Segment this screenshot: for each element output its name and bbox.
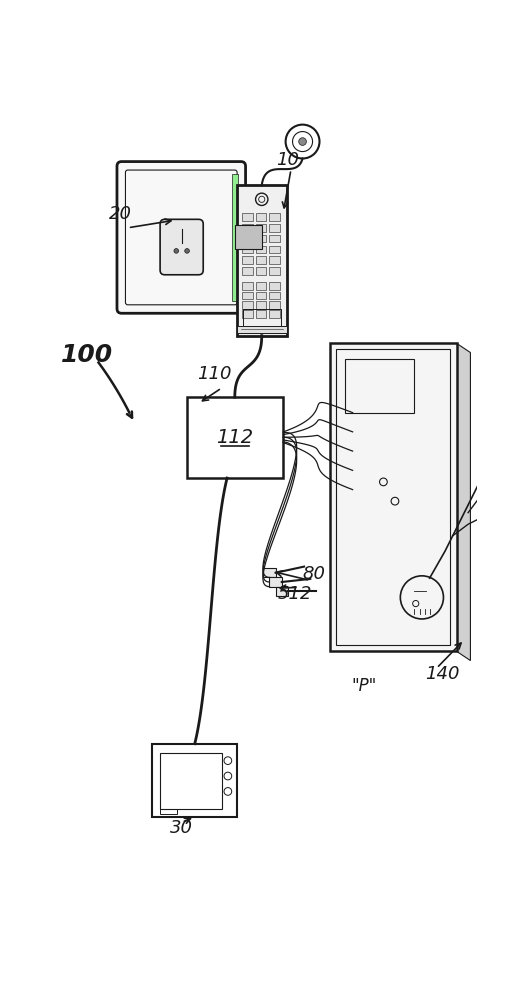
Text: 20: 20 (108, 205, 132, 223)
Text: 512: 512 (278, 585, 312, 603)
Bar (255, 267, 267, 275)
Text: 10: 10 (276, 151, 298, 169)
Bar (269, 235, 280, 242)
Bar (152, 744, 237, 817)
Text: 112: 112 (216, 428, 253, 447)
Bar (269, 292, 280, 299)
Bar (255, 256, 267, 264)
Bar (269, 282, 280, 290)
Bar (255, 235, 267, 242)
Bar (269, 256, 280, 264)
Bar (255, 292, 267, 299)
Bar (269, 224, 280, 232)
Bar (242, 282, 253, 290)
Text: "P": "P" (352, 677, 377, 695)
Bar (330, 343, 457, 651)
Text: 110: 110 (197, 365, 232, 383)
Bar (269, 246, 280, 253)
Bar (269, 213, 280, 221)
Bar (255, 310, 267, 318)
Bar (237, 326, 287, 333)
Bar (269, 577, 282, 587)
Polygon shape (457, 343, 470, 661)
Bar (242, 310, 253, 318)
Bar (232, 174, 238, 301)
Bar (276, 587, 288, 596)
Text: 30: 30 (170, 819, 193, 837)
Text: 100: 100 (61, 343, 113, 367)
Circle shape (174, 249, 178, 253)
FancyBboxPatch shape (117, 162, 245, 313)
Bar (263, 568, 276, 577)
Bar (269, 310, 280, 318)
Bar (242, 246, 253, 253)
Bar (269, 301, 280, 309)
Bar (242, 301, 253, 309)
Bar (336, 349, 450, 645)
Bar (242, 267, 253, 275)
Bar (269, 267, 280, 275)
Bar (242, 213, 253, 221)
Bar (255, 213, 267, 221)
Circle shape (299, 138, 306, 145)
FancyBboxPatch shape (160, 219, 203, 275)
Text: 80: 80 (303, 565, 326, 583)
Bar (255, 246, 267, 253)
Bar (345, 359, 414, 413)
Bar (237, 185, 287, 336)
Bar (255, 282, 267, 290)
Text: 140: 140 (425, 665, 460, 683)
Circle shape (185, 249, 190, 253)
Bar (242, 292, 253, 299)
Bar (255, 301, 267, 309)
Bar (235, 225, 262, 249)
Bar (242, 256, 253, 264)
Bar (160, 809, 177, 814)
Bar (243, 309, 281, 328)
Bar (242, 235, 253, 242)
Bar (242, 224, 253, 232)
Bar (160, 753, 222, 809)
Bar (187, 397, 284, 478)
Bar (255, 224, 267, 232)
